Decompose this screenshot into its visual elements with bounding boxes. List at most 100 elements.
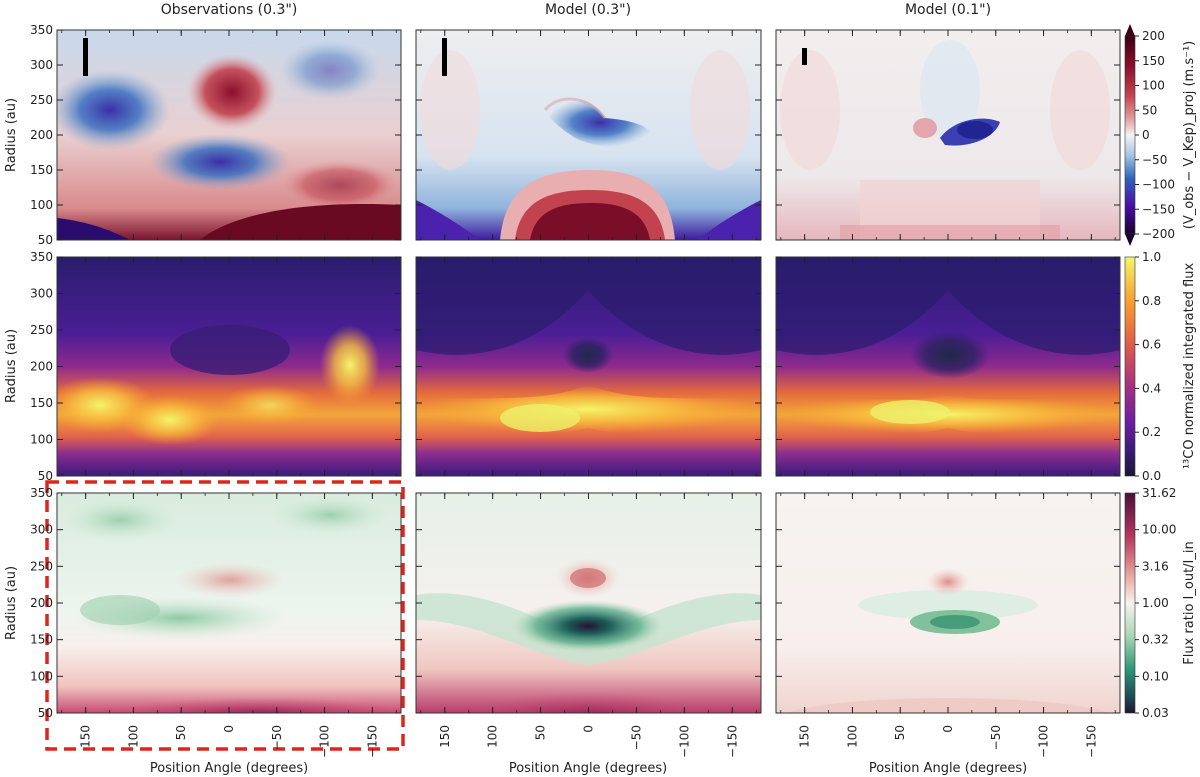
- colorbar-ratio-label: Flux ratio I_out/I_in: [1182, 541, 1197, 664]
- x-tick-label: 100: [126, 725, 140, 748]
- x-tick-label: 150: [438, 725, 452, 748]
- colorbar-tick-label: 0: [1142, 128, 1150, 142]
- velocity-feature-blue-spiral: [545, 97, 655, 148]
- colorbar-tick-label: −200: [1142, 227, 1175, 241]
- colorbar-tick-label: 0.4: [1142, 381, 1161, 395]
- panel-velocity-model-01: [776, 30, 1120, 240]
- y-tick-label: 200: [30, 128, 53, 142]
- flux-feature-dark-dip-01: [910, 331, 990, 379]
- y-tick-label: 150: [30, 163, 53, 177]
- colorbar-velocity-label: (V_obs − V_Kep)_proj (m.s⁻¹): [1182, 41, 1197, 230]
- velocity-feature-red-blob: [187, 54, 277, 130]
- y-tick-label: 350: [30, 250, 53, 264]
- panel-ratio-model-03: [416, 493, 761, 713]
- x-tick-label: 100: [486, 725, 500, 748]
- x-tick-label: 50: [174, 725, 188, 740]
- x-tick-label: −50: [629, 725, 643, 750]
- column-title-model-01: Model (0.1"): [905, 2, 991, 18]
- velocity-feature-inner-blue-band: [57, 218, 130, 240]
- x-tick-label: 50: [534, 725, 548, 740]
- y-tick-label: 100: [30, 433, 53, 447]
- colorbar-tick-label: −150: [1142, 202, 1175, 216]
- ratio-feature-dark-green-core: [513, 600, 663, 652]
- velocity-feature-blue-left: [57, 70, 170, 150]
- y-tick-label: 250: [30, 323, 53, 337]
- x-tick-label: −150: [365, 725, 379, 758]
- x-tick-label: −100: [318, 725, 332, 758]
- y-tick-label: 200: [30, 360, 53, 374]
- x-tick-label: −100: [677, 725, 691, 758]
- x-tick-label: 0: [582, 725, 596, 733]
- velocity-feature-red-kink: [913, 118, 937, 138]
- colorbar-velocity: [1124, 35, 1136, 235]
- colorbar-tick-label: −50: [1142, 153, 1167, 167]
- beam-bar-model-03: [442, 38, 447, 76]
- y-tick-label: 50: [38, 469, 53, 483]
- colorbar-velocity-bottom-arrow: [1125, 234, 1135, 246]
- colorbar-tick-label: 150: [1142, 54, 1165, 68]
- colorbar-tick-label: 0.0: [1142, 469, 1161, 483]
- x-tick-label: 0: [941, 725, 955, 733]
- y-tick-label: 250: [30, 93, 53, 107]
- colorbar-flux-label: ¹³CO normalized integrated flux: [1182, 263, 1197, 470]
- panel-velocity-model-03: [416, 30, 761, 240]
- colorbar-flux: [1124, 256, 1136, 477]
- beam-bar-model-01: [802, 48, 807, 65]
- y-tick-label: 350: [30, 23, 53, 37]
- y-tick-label: 100: [30, 198, 53, 212]
- x-tick-label: 0: [222, 725, 236, 733]
- y-tick-label: 50: [38, 706, 53, 720]
- xlabel-col3: Position Angle (degrees): [869, 761, 1027, 776]
- colorbar-tick-label: 200: [1142, 29, 1165, 43]
- flux-feature-dark-dip: [563, 337, 613, 373]
- tick-layer: 50 100 150 200 250 300 350 200 150 100 50 0 −50 −100 −…: [30, 23, 1176, 758]
- ratio-feature-pink-arc: [175, 562, 285, 598]
- colorbar-tick-label: 0.10: [1142, 669, 1169, 683]
- xlabel-col2: Position Angle (degrees): [509, 761, 667, 776]
- colorbar-tick-label: 0.03: [1142, 706, 1169, 720]
- flux-feature-arc-peak: [320, 325, 380, 405]
- x-tick-label: −100: [1037, 725, 1051, 758]
- y-tick-label: 350: [30, 486, 53, 500]
- colorbar-tick-label: 1.0: [1142, 250, 1161, 264]
- column-title-observations: Observations (0.3"): [161, 2, 298, 18]
- y-tick-label: 300: [30, 58, 53, 72]
- y-tick-label: 200: [30, 596, 53, 610]
- colorbar-tick-label: 0.32: [1142, 633, 1169, 647]
- colorbar-ratio: [1124, 492, 1136, 714]
- panel-flux-observations: [57, 257, 401, 476]
- panel-flux-model-03: [416, 257, 761, 476]
- flux-feature-peak: [120, 395, 220, 445]
- xlabel-col1: Position Angle (degrees): [150, 761, 308, 776]
- panel-flux-model-01: [776, 257, 1120, 476]
- colorbar-tick-label: 3.16: [1142, 559, 1169, 573]
- colorbar-tick-label: 50: [1142, 103, 1157, 117]
- x-tick-label: 50: [893, 725, 907, 740]
- panel-velocity-observations: [57, 30, 401, 240]
- ratio-feature-pink-cap: [926, 568, 970, 596]
- ylabel-row3: Radius (au): [4, 566, 19, 640]
- x-tick-label: −50: [989, 725, 1003, 750]
- y-tick-label: 300: [30, 523, 53, 537]
- x-tick-label: −150: [1084, 725, 1098, 758]
- panel-ratio-observations: [57, 493, 401, 713]
- colorbar-tick-label: 0.6: [1142, 338, 1161, 352]
- highlight-box: [45, 480, 405, 751]
- y-tick-label: 150: [30, 396, 53, 410]
- ylabel-row1: Radius (au): [4, 98, 19, 172]
- x-tick-label: 150: [79, 725, 93, 748]
- column-title-model-03: Model (0.3"): [545, 2, 631, 18]
- colorbar-tick-label: 31.62: [1142, 486, 1176, 500]
- velocity-feature-blue-arc: [150, 134, 290, 190]
- x-tick-label: 100: [845, 725, 859, 748]
- x-tick-label: −50: [270, 725, 284, 750]
- y-tick-label: 250: [30, 559, 53, 573]
- y-tick-label: 150: [30, 633, 53, 647]
- colorbar-tick-label: −100: [1142, 178, 1175, 192]
- colorbar-tick-label: 0.2: [1142, 425, 1161, 439]
- colorbar-tick-label: 10.00: [1142, 523, 1176, 537]
- colorbar-velocity-top-arrow: [1125, 24, 1135, 36]
- colorbar-tick-label: 1.00: [1142, 596, 1169, 610]
- colorbar-tick-label: 100: [1142, 79, 1165, 93]
